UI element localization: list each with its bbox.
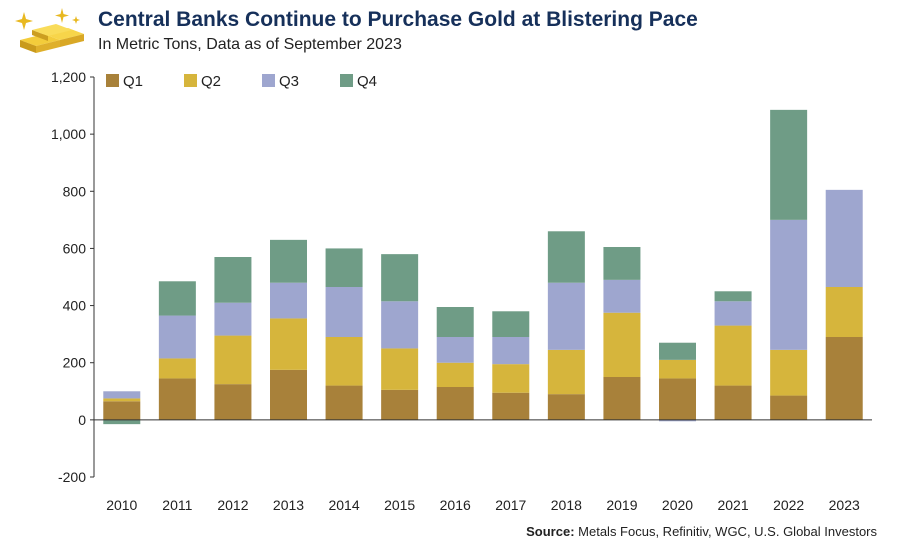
legend-label-q3: Q3 (279, 73, 299, 90)
legend-label-q1: Q1 (123, 73, 143, 90)
bar-2020-q3 (659, 419, 696, 422)
axes-layer: 1,200 1,000 800 600 400 200 0 -200 2010 2011 2012 2… (51, 69, 872, 513)
bar-2018-q2 (547, 349, 585, 395)
y-tick-label: 1,000 (51, 126, 86, 142)
chart-header: Central Banks Continue to Purchase Gold … (0, 0, 899, 70)
bar-2021-q3 (714, 301, 752, 326)
x-tick-label: 2013 (273, 497, 304, 513)
bar-2018-q4 (547, 231, 585, 283)
x-tick-label: 2019 (606, 497, 637, 513)
bar-2019-q3 (603, 279, 641, 313)
y-tick-label: 200 (63, 355, 87, 371)
source-text: Metals Focus, Refinitiv, WGC, U.S. Globa… (578, 524, 877, 539)
bar-2014-q2 (325, 337, 363, 386)
legend: Q1 Q2 Q3 Q4 (106, 73, 377, 90)
x-tick-label: 2020 (662, 497, 693, 513)
y-tick-label: 400 (63, 298, 87, 314)
bar-2019-q1 (603, 377, 641, 420)
bar-2011-q1 (158, 378, 196, 420)
y-tick-label: 0 (78, 412, 86, 428)
legend-label-q4: Q4 (357, 73, 377, 90)
bar-2010-q2 (103, 398, 141, 402)
bar-2021-q2 (714, 325, 752, 386)
bar-2017-q1 (492, 392, 530, 420)
bar-2016-q4 (436, 307, 474, 337)
legend-swatch-q1 (106, 74, 119, 87)
bar-2019-q4 (603, 247, 641, 280)
gold-bars-sparkle-icon (15, 8, 84, 53)
bar-2016-q2 (436, 362, 474, 387)
bar-2022-q2 (770, 349, 808, 396)
x-tick-label: 2012 (217, 497, 248, 513)
x-tick-label: 2016 (440, 497, 471, 513)
bar-2017-q3 (492, 337, 530, 365)
bar-2010-q1 (103, 401, 141, 420)
x-tick-label: 2023 (829, 497, 860, 513)
x-tick-label: 2015 (384, 497, 415, 513)
bar-2023-q2 (825, 287, 863, 337)
bar-2010-q3 (103, 391, 141, 399)
bar-2020-q1 (659, 378, 696, 420)
y-tick-label: 600 (63, 240, 87, 256)
bar-2012-q4 (214, 257, 252, 303)
y-tick-label: 800 (63, 183, 87, 199)
bar-2012-q2 (214, 335, 252, 385)
bar-2014-q4 (325, 248, 363, 287)
chart-title: Central Banks Continue to Purchase Gold … (98, 8, 698, 31)
bar-2018-q3 (547, 282, 585, 350)
y-tick-label: -200 (58, 469, 86, 485)
bar-2020-q2 (659, 359, 696, 379)
bar-2022-q3 (770, 219, 808, 350)
bar-2017-q2 (492, 364, 530, 393)
bar-2011-q4 (158, 281, 196, 316)
bar-2023-q1 (825, 337, 863, 420)
bar-2019-q2 (603, 312, 641, 377)
bar-2012-q3 (214, 302, 252, 336)
bar-2010-q4 (103, 419, 141, 425)
source-label: Source: (526, 524, 575, 539)
bar-2018-q1 (547, 394, 585, 420)
bar-2015-q4 (381, 254, 419, 302)
bar-2013-q2 (270, 318, 307, 370)
bar-2012-q1 (214, 384, 252, 420)
x-tick-label: 2011 (162, 497, 192, 513)
bar-2011-q3 (158, 315, 196, 359)
legend-swatch-q4 (340, 74, 353, 87)
chart-subtitle: In Metric Tons, Data as of September 202… (98, 36, 402, 53)
source-note: Source: Metals Focus, Refinitiv, WGC, U.… (526, 524, 877, 539)
bar-2021-q1 (714, 385, 752, 420)
bar-2022-q4 (770, 109, 808, 220)
y-tick-label: 1,200 (51, 69, 86, 85)
bar-2014-q3 (325, 287, 363, 337)
bar-2016-q3 (436, 337, 474, 363)
bar-2020-q4 (659, 342, 696, 360)
x-tick-label: 2017 (495, 497, 526, 513)
x-tick-label: 2010 (106, 497, 137, 513)
x-tick-label: 2014 (328, 497, 359, 513)
bar-2021-q4 (714, 291, 752, 302)
bar-2013-q4 (270, 239, 307, 283)
bar-2011-q2 (158, 358, 196, 379)
bar-2013-q3 (270, 282, 307, 319)
bar-2017-q4 (492, 311, 530, 337)
x-tick-label: 2021 (717, 497, 748, 513)
legend-label-q2: Q2 (201, 73, 221, 90)
bar-2014-q1 (325, 385, 363, 420)
x-tick-label: 2018 (551, 497, 582, 513)
bar-2015-q1 (381, 389, 419, 420)
bars-layer (103, 109, 863, 425)
legend-swatch-q2 (184, 74, 197, 87)
bar-2015-q2 (381, 348, 419, 390)
legend-swatch-q3 (262, 74, 275, 87)
bar-2013-q1 (270, 369, 307, 420)
bar-2016-q1 (436, 387, 474, 420)
bar-2015-q3 (381, 301, 419, 349)
bar-2023-q3 (825, 189, 863, 287)
x-tick-label: 2022 (773, 497, 804, 513)
bar-2022-q1 (770, 395, 808, 420)
